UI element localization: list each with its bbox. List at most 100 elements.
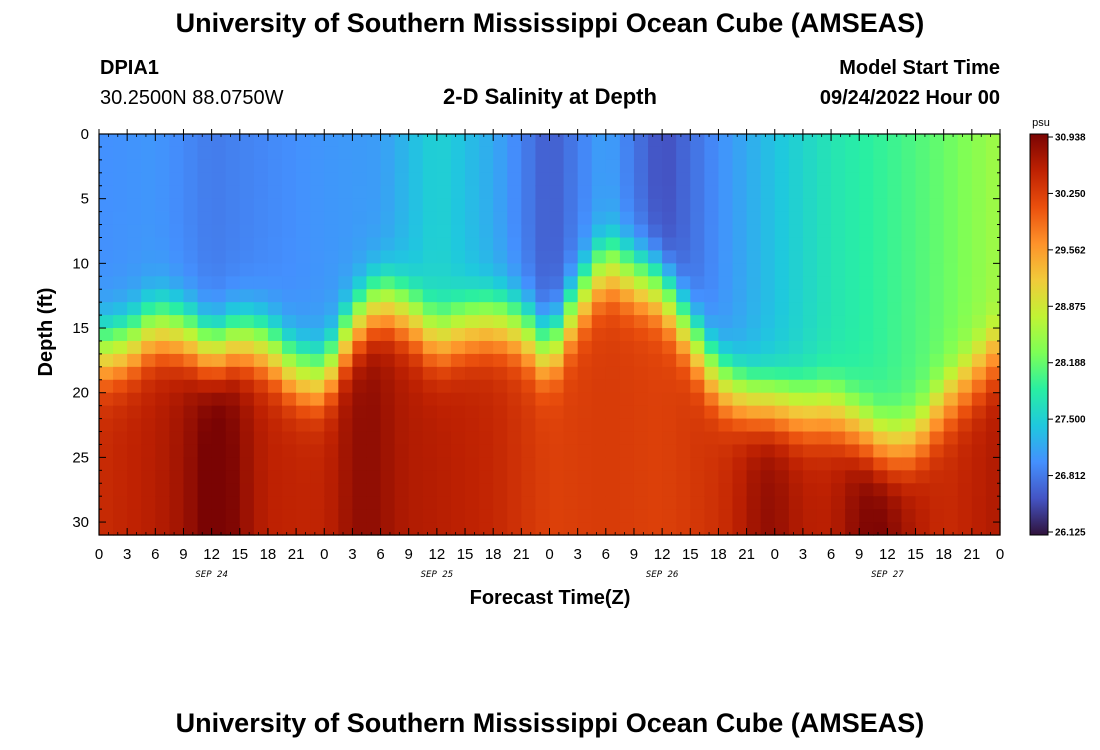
heatmap-cell	[225, 444, 241, 458]
heatmap-cell	[225, 457, 241, 471]
heatmap-cell	[155, 198, 170, 213]
heatmap-cell	[732, 418, 748, 433]
heatmap-cell	[774, 250, 790, 264]
heatmap-cell	[422, 315, 438, 329]
heatmap-cell	[746, 289, 762, 303]
heatmap-cell	[901, 263, 917, 277]
heatmap-cell	[253, 289, 269, 303]
heatmap-cell	[169, 237, 185, 252]
heatmap-cell	[225, 198, 241, 213]
heatmap-cell	[732, 159, 748, 174]
heatmap-cell	[253, 185, 269, 200]
heatmap-cell	[450, 250, 466, 264]
heatmap-cell	[690, 366, 705, 381]
heatmap-cell	[253, 224, 269, 239]
heatmap-cell	[816, 431, 832, 446]
heatmap-cell	[704, 224, 720, 239]
chart-subtitle: 2-D Salinity at Depth	[443, 84, 657, 109]
heatmap-cell	[465, 431, 480, 446]
heatmap-cell	[732, 134, 748, 148]
heatmap-cell	[408, 509, 424, 523]
heatmap-cell	[619, 289, 635, 303]
heatmap-cell	[282, 509, 297, 523]
heatmap-cell	[732, 211, 748, 226]
heatmap-cell	[394, 146, 410, 161]
heatmap-cell	[816, 224, 832, 239]
heatmap-cell	[422, 263, 438, 277]
heatmap-cell	[521, 224, 537, 239]
heatmap-cell	[788, 509, 804, 523]
heatmap-cell	[436, 470, 452, 484]
heatmap-cell	[887, 418, 903, 433]
heatmap-cell	[690, 379, 705, 394]
heatmap-cell	[943, 250, 959, 264]
heatmap-cell	[197, 496, 213, 510]
heatmap-cell	[155, 405, 170, 420]
heatmap-cell	[535, 418, 551, 433]
heatmap-cell	[507, 366, 522, 381]
heatmap-cell	[366, 431, 382, 446]
heatmap-cell	[465, 224, 480, 239]
heatmap-cell	[929, 328, 945, 342]
heatmap-cell	[957, 366, 973, 381]
heatmap-cell	[113, 457, 128, 471]
heatmap-cell	[901, 146, 917, 161]
heatmap-cell	[324, 302, 339, 316]
heatmap-cell	[366, 366, 382, 381]
heatmap-cell	[436, 289, 452, 303]
heatmap-cell	[774, 431, 790, 446]
heatmap-cell	[394, 276, 410, 290]
heatmap-cell	[746, 134, 762, 148]
heatmap-cell	[324, 328, 339, 342]
heatmap-cell	[535, 315, 551, 329]
heatmap-cell	[99, 457, 114, 471]
heatmap-cell	[915, 496, 931, 510]
heatmap-cell	[141, 289, 156, 303]
heatmap-cell	[704, 353, 720, 368]
heatmap-cell	[788, 315, 804, 329]
heatmap-cell	[816, 496, 832, 510]
heatmap-cell	[633, 146, 649, 161]
heatmap-cell	[591, 302, 607, 316]
heatmap-cell	[141, 509, 156, 523]
heatmap-cell	[99, 470, 114, 484]
heatmap-cell	[380, 172, 396, 187]
heatmap-cell	[633, 483, 649, 497]
heatmap-cell	[619, 483, 635, 497]
heatmap-cell	[577, 159, 593, 174]
heatmap-cell	[422, 418, 438, 433]
heatmap-cell	[549, 315, 565, 329]
heatmap-cell	[267, 172, 283, 187]
heatmap-cell	[324, 198, 339, 213]
heatmap-cell	[253, 457, 269, 471]
heatmap-cell	[633, 211, 649, 226]
heatmap-cell	[211, 328, 227, 342]
heatmap-cell	[746, 444, 762, 458]
heatmap-cell	[310, 509, 325, 523]
heatmap-cell	[535, 276, 551, 290]
heatmap-cell	[99, 444, 114, 458]
heatmap-cell	[422, 470, 438, 484]
heatmap-cell	[816, 379, 832, 394]
heatmap-cell	[141, 134, 156, 148]
heatmap-cell	[366, 509, 382, 523]
heatmap-cell	[282, 496, 297, 510]
heatmap-cell	[957, 457, 973, 471]
heatmap-cell	[676, 353, 691, 368]
heatmap-cell	[732, 522, 748, 536]
heatmap-cell	[943, 302, 959, 316]
heatmap-cell	[408, 172, 424, 187]
heatmap-cell	[816, 237, 832, 252]
heatmap-cell	[985, 146, 1001, 161]
heatmap-cell	[535, 198, 551, 213]
heatmap-cell	[859, 211, 874, 226]
heatmap-cell	[929, 185, 945, 200]
heatmap-cell	[197, 198, 213, 213]
heatmap-cell	[619, 185, 635, 200]
heatmap-cell	[943, 366, 959, 381]
heatmap-cell	[845, 224, 860, 239]
heatmap-cell	[802, 483, 818, 497]
heatmap-cell	[253, 522, 269, 536]
heatmap-cell	[619, 134, 635, 148]
heatmap-cell	[197, 483, 213, 497]
